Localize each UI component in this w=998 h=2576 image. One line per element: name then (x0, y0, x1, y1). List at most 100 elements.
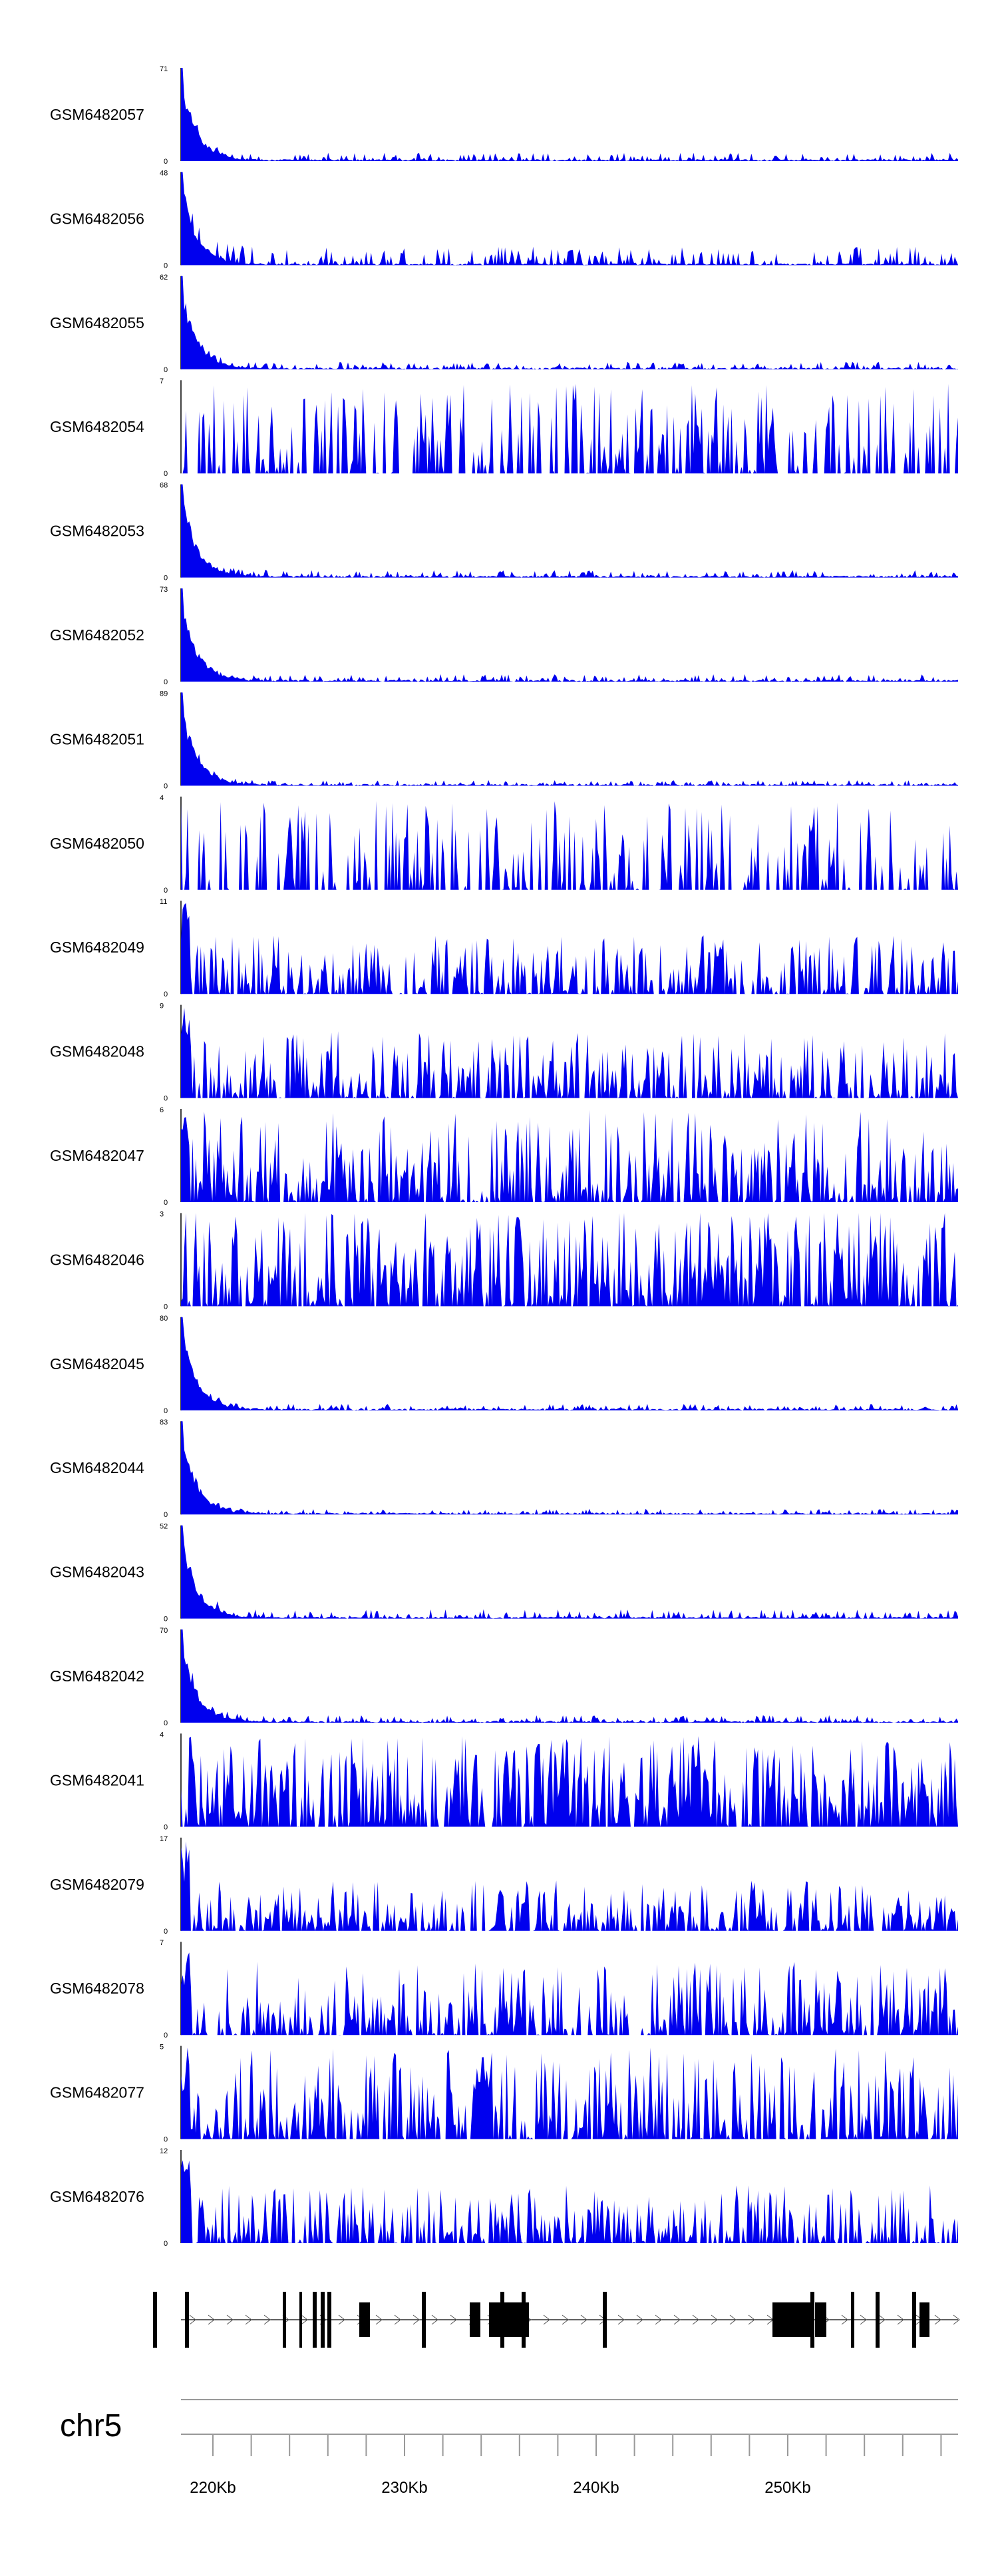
track-name: GSM6482041 (50, 1771, 144, 1789)
track-GSM6482049: GSM6482049 11 0 (50, 898, 958, 998)
exon (912, 2292, 916, 2348)
signal-area (181, 1213, 958, 1307)
signal-area (181, 2047, 958, 2139)
signal-area (181, 1110, 958, 1202)
track-name: GSM6482078 (50, 1980, 144, 1997)
strand-arrow (413, 2314, 420, 2325)
track-GSM6482054: GSM6482054 7 0 (50, 377, 958, 478)
track-min-value: 0 (164, 887, 168, 895)
exon (772, 2302, 813, 2337)
track-GSM6482077: GSM6482077 5 0 (50, 2043, 958, 2144)
strand-arrow (431, 2314, 438, 2325)
track-name: GSM6482076 (50, 2188, 144, 2205)
strand-arrow (189, 2314, 196, 2325)
track-max-value: 12 (160, 2147, 168, 2155)
exon (153, 2292, 157, 2348)
signal-area (181, 68, 958, 161)
track-name: GSM6482043 (50, 1564, 144, 1581)
track-name: GSM6482048 (50, 1043, 144, 1060)
signal-area (181, 1525, 958, 1619)
signal-area (181, 276, 958, 369)
exon (919, 2302, 929, 2337)
signal-area (181, 1736, 958, 1827)
track-name: GSM6482042 (50, 1667, 144, 1685)
signal-area (181, 383, 958, 474)
track-min-value: 0 (164, 574, 168, 582)
track-name: GSM6482051 (50, 730, 144, 748)
strand-arrow (208, 2314, 215, 2325)
track-min-value: 0 (164, 262, 168, 270)
exon (815, 2302, 826, 2337)
track-name: GSM6482056 (50, 210, 144, 227)
track-min-value: 0 (164, 990, 168, 998)
track-name: GSM6482079 (50, 1876, 144, 1893)
track-GSM6482051: GSM6482051 89 0 (50, 690, 958, 790)
track-GSM6482047: GSM6482047 6 0 (50, 1106, 958, 1207)
track-GSM6482079: GSM6482079 17 0 (50, 1835, 958, 1936)
strand-arrow (617, 2314, 625, 2325)
exon (522, 2292, 526, 2348)
track-name: GSM6482054 (50, 418, 144, 435)
track-min-value: 0 (164, 1719, 168, 1727)
exon (876, 2292, 880, 2348)
track-max-value: 62 (160, 274, 168, 282)
track-name: GSM6482057 (50, 106, 144, 123)
exon (283, 2292, 286, 2348)
track-min-value: 0 (164, 1615, 168, 1623)
track-GSM6482044: GSM6482044 83 0 (50, 1418, 958, 1519)
chromosome-label: chr5 (60, 2408, 122, 2444)
track-max-value: 83 (160, 1418, 168, 1426)
strand-arrow (897, 2314, 904, 2325)
track-name: GSM6482052 (50, 626, 144, 644)
track-max-value: 4 (160, 794, 164, 802)
exon (359, 2302, 370, 2337)
track-min-value: 0 (164, 1199, 168, 1207)
exon (500, 2292, 504, 2348)
strand-arrow (562, 2314, 569, 2325)
track-name: GSM6482049 (50, 939, 144, 956)
strand-arrow (692, 2314, 699, 2325)
signal-area (181, 1008, 958, 1098)
track-max-value: 7 (160, 1939, 164, 1947)
strand-arrow (729, 2314, 737, 2325)
exon (810, 2292, 814, 2348)
strand-arrow (245, 2314, 252, 2325)
signal-area (181, 172, 958, 266)
track-max-value: 73 (160, 586, 168, 594)
exon (422, 2292, 426, 2348)
exon (470, 2302, 480, 2337)
track-max-value: 5 (160, 2043, 164, 2051)
exon (313, 2292, 317, 2348)
track-max-value: 6 (160, 1106, 164, 1114)
track-name: GSM6482044 (50, 1459, 144, 1476)
exon (851, 2292, 854, 2348)
track-max-value: 52 (160, 1523, 168, 1531)
track-min-value: 0 (164, 158, 168, 166)
strand-arrow (394, 2314, 401, 2325)
track-GSM6482043: GSM6482043 52 0 (50, 1523, 958, 1623)
strand-arrow (226, 2314, 234, 2325)
exon (321, 2292, 325, 2348)
strand-arrow (953, 2314, 960, 2325)
genome-coordinate-axis: chr5 220Kb 230Kb 240Kb 250Kb (60, 2399, 958, 2497)
exon (327, 2292, 331, 2348)
track-GSM6482057: GSM6482057 71 0 (50, 65, 958, 166)
track-GSM6482042: GSM6482042 70 0 (50, 1627, 958, 1727)
signal-area (181, 1841, 958, 1931)
track-GSM6482055: GSM6482055 62 0 (50, 274, 958, 374)
strand-arrow (338, 2314, 345, 2325)
track-max-value: 70 (160, 1627, 168, 1635)
strand-arrow (580, 2314, 587, 2325)
tick-label-250Kb: 250Kb (764, 2479, 810, 2497)
track-name: GSM6482047 (50, 1147, 144, 1164)
gene-annotation-track (153, 2292, 960, 2348)
signal-area (181, 588, 958, 682)
track-name: GSM6482045 (50, 1355, 144, 1373)
track-max-value: 3 (160, 1210, 164, 1218)
track-min-value: 0 (164, 1511, 168, 1519)
signal-area (181, 1317, 958, 1410)
signal-area (181, 1629, 958, 1723)
track-min-value: 0 (164, 1928, 168, 1936)
track-GSM6482048: GSM6482048 9 0 (50, 1002, 958, 1103)
